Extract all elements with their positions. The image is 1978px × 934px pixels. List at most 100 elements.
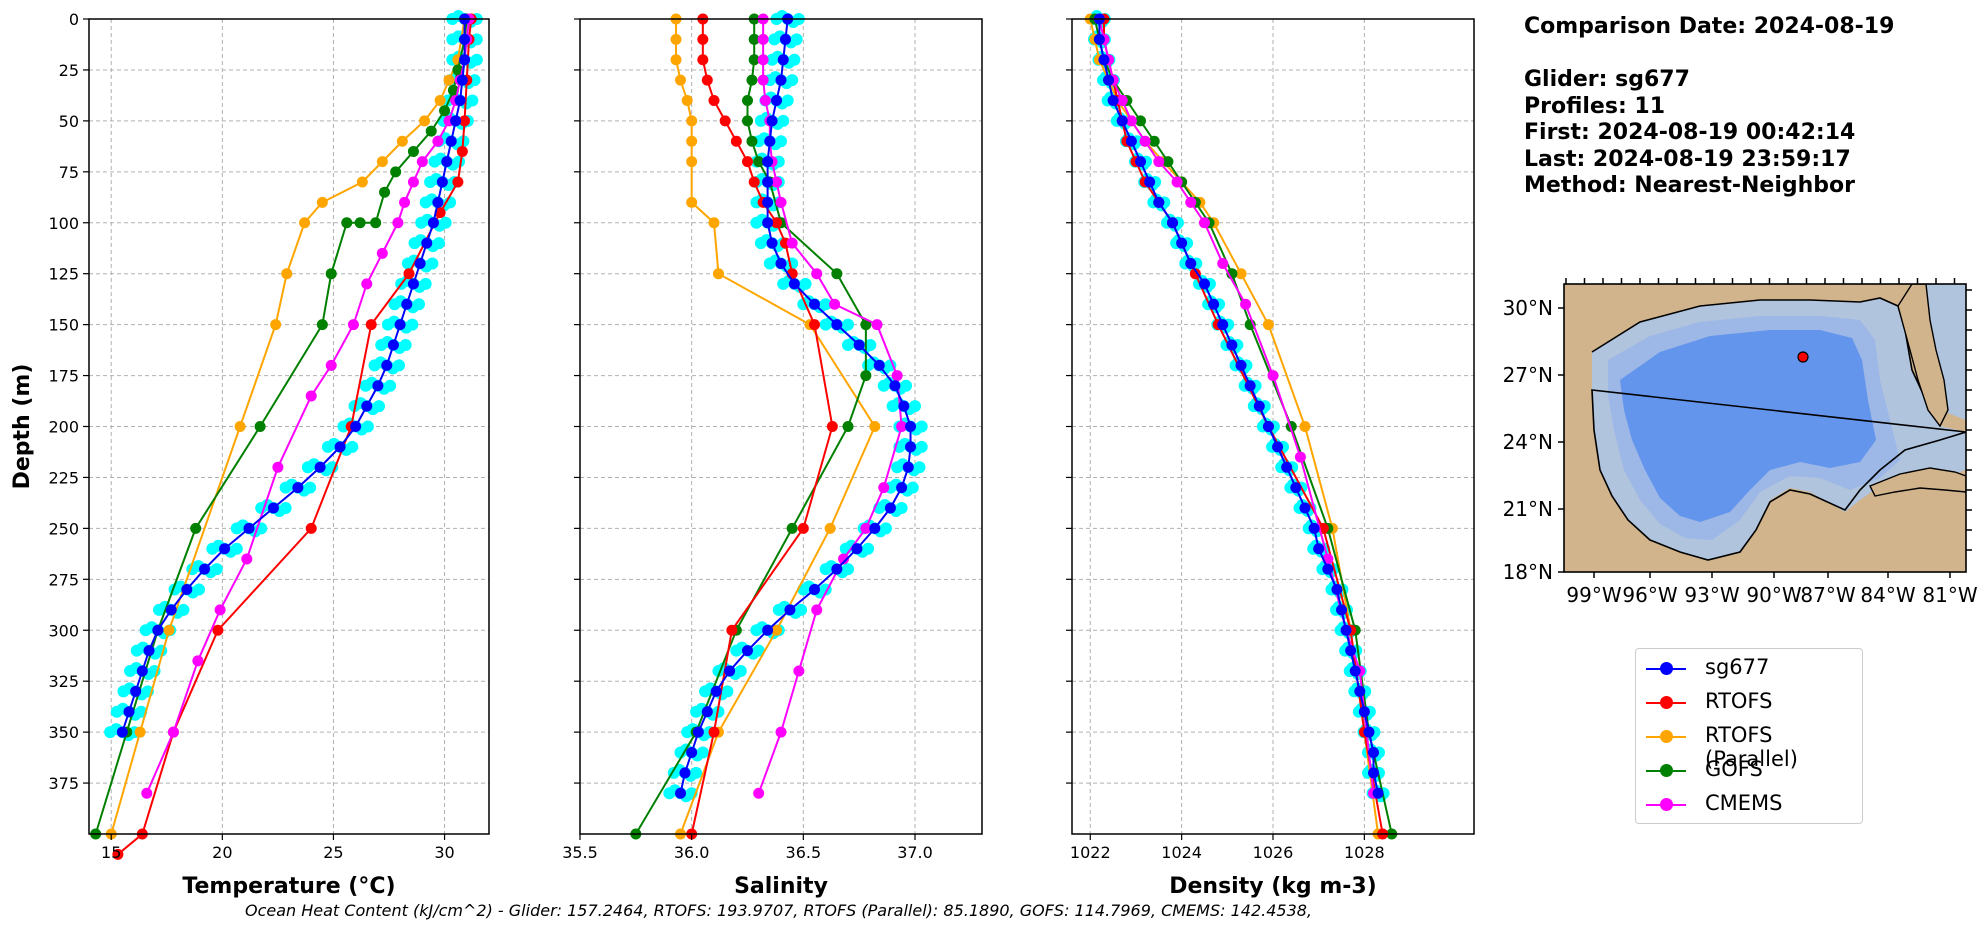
series-point: [686, 115, 698, 127]
series-point: [163, 624, 175, 636]
legend-item-rtofs: RTOFS: [1636, 687, 1862, 721]
series-point: [742, 645, 753, 657]
series-point: [708, 95, 720, 106]
series-point: [1308, 522, 1320, 534]
glider-raw-point: [304, 481, 317, 494]
series-point: [1322, 563, 1334, 575]
legend-item-cmems: CMEMS: [1636, 789, 1862, 823]
series-line-rtofs-parallel-: [110, 18, 466, 835]
glider-raw-point: [786, 257, 799, 270]
x-tick-label: 1028: [1344, 843, 1385, 862]
series-point: [434, 207, 446, 219]
glider-raw-point: [842, 318, 854, 331]
series-point: [708, 217, 720, 229]
series-point: [1262, 319, 1274, 331]
series-point: [697, 33, 709, 45]
series-point: [697, 54, 709, 66]
series-point: [730, 135, 742, 147]
series-point: [316, 319, 328, 331]
y-tick-label: 0: [69, 10, 79, 29]
glider-raw-point: [373, 400, 385, 413]
series-point: [1198, 217, 1210, 229]
series-point: [851, 543, 863, 555]
method: Method: Nearest-Neighbor: [1524, 173, 1855, 198]
series-point: [1107, 95, 1119, 106]
x-tick-label: 1024: [1161, 843, 1202, 862]
glider-raw-point: [279, 502, 292, 514]
series-point: [710, 685, 722, 697]
series-point: [686, 135, 698, 147]
glider-raw-point: [346, 440, 359, 453]
series-point: [1299, 421, 1311, 432]
glider-raw-point: [453, 155, 465, 168]
series-point: [748, 33, 760, 45]
series-point: [762, 196, 774, 208]
series-point: [779, 33, 791, 45]
series-point: [1267, 370, 1279, 382]
series-point: [281, 268, 293, 280]
y-tick-label: 375: [48, 774, 79, 793]
series-point: [123, 706, 135, 718]
series-point: [407, 176, 419, 188]
map-lon-label: 84°W: [1860, 583, 1915, 607]
glider-raw-point: [690, 766, 703, 779]
series-point: [254, 421, 266, 432]
series-point: [775, 258, 787, 269]
series-point: [686, 156, 698, 168]
map-lat-label: 21°N: [1503, 497, 1553, 521]
y-tick-label: 200: [48, 418, 79, 437]
series-point: [686, 196, 698, 208]
series-point: [192, 655, 204, 667]
glider-raw-point: [799, 277, 812, 290]
legend-label: RTOFS (Parallel): [1705, 723, 1798, 771]
glider-raw-point: [721, 685, 734, 698]
series-point: [350, 421, 362, 432]
series-point: [454, 95, 466, 106]
series-point: [1189, 268, 1201, 280]
glider-raw-point: [879, 522, 892, 535]
glider-raw-point: [193, 583, 205, 596]
glider-raw-point: [439, 216, 452, 229]
series-point: [809, 584, 820, 595]
series-point: [838, 553, 850, 565]
series-point: [1098, 54, 1110, 66]
y-tick-label: 25: [59, 61, 79, 80]
glider-raw-point: [470, 53, 483, 66]
series-point: [181, 584, 193, 595]
series-point: [891, 370, 903, 382]
glider-raw-point: [413, 298, 425, 311]
series-point: [701, 74, 713, 86]
series-point: [1171, 176, 1183, 188]
series-point: [679, 767, 691, 779]
series-point: [425, 125, 437, 137]
y-tick-label: 250: [48, 519, 79, 538]
glider-raw-point: [361, 420, 374, 433]
series-point: [742, 95, 753, 106]
series-point: [753, 156, 765, 168]
y-tick-label: 175: [48, 367, 79, 386]
chart-panel-1: 15 20 25 3002550751001251501752002252502753…: [10, 10, 490, 899]
glider-raw-point: [177, 603, 190, 616]
series-point: [1349, 665, 1361, 677]
series-point: [443, 74, 455, 86]
legend-swatch-marker: [1660, 696, 1673, 709]
series-point: [1290, 482, 1302, 494]
series-point: [1336, 604, 1348, 616]
glider-raw-point: [862, 542, 875, 555]
series-point: [742, 115, 753, 127]
chart-panel-3: 1022 1024 1026 1028 Density (kg m-3): [1066, 10, 1475, 899]
y-tick-label: 150: [48, 316, 79, 335]
series-point: [381, 359, 393, 371]
series-point: [762, 217, 774, 229]
series-point: [152, 624, 164, 636]
series-point: [701, 706, 713, 718]
series-point: [325, 268, 337, 280]
first-time: First: 2024-08-19 00:42:14: [1524, 120, 1856, 145]
series-point: [1363, 726, 1375, 738]
series-point: [267, 502, 279, 514]
series-point: [775, 726, 787, 738]
profile-count: Profiles: 11: [1524, 93, 1666, 119]
series-point: [831, 319, 843, 331]
series-point: [762, 624, 774, 636]
